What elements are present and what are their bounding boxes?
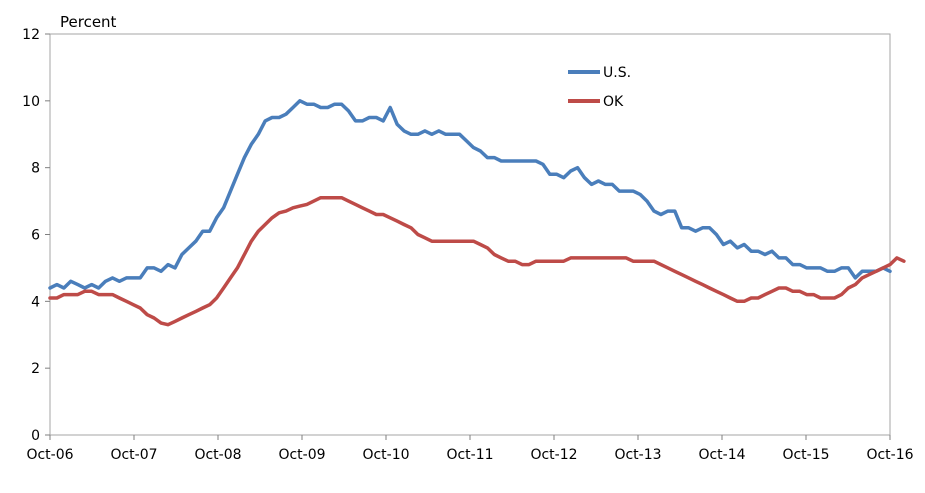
x-tick-label: Oct-15 [782, 447, 829, 463]
series-line-ok [48, 195, 906, 327]
x-tick-label: Oct-06 [26, 447, 73, 463]
y-axis-unit-label: Percent [60, 13, 117, 31]
x-tick-label: Oct-10 [362, 447, 409, 463]
x-tick-label: Oct-09 [278, 447, 325, 463]
y-tick-label: 2 [31, 361, 40, 377]
legend: U.S. OK [568, 65, 631, 110]
series-line-u-s [48, 99, 892, 290]
x-tick-label: Oct-16 [866, 447, 913, 463]
x-tick-label: Oct-14 [698, 447, 745, 463]
x-tick-label: Oct-07 [110, 447, 157, 463]
x-tick-label: Oct-12 [530, 447, 577, 463]
y-tick-label: 12 [22, 27, 40, 43]
y-tick-label: 10 [22, 94, 40, 110]
legend-label-ok: OK [603, 94, 624, 110]
y-tick-label: 0 [31, 428, 40, 444]
legend-label-u-s: U.S. [603, 65, 631, 81]
series-lines [48, 99, 906, 327]
y-tick-label: 6 [31, 228, 40, 244]
y-tick-label: 8 [31, 161, 40, 177]
x-axis: Oct-06 Oct-07 Oct-08 Oct-09 Oct-10 Oct-11 Oct-… [26, 435, 914, 463]
plot-area-border [49, 33, 891, 436]
x-tick-label: Oct-13 [614, 447, 661, 463]
y-axis: 0 2 4 6 8 10 12 [22, 27, 50, 444]
x-tick-label: Oct-08 [194, 447, 241, 463]
y-tick-label: 4 [31, 294, 40, 310]
x-tick-label: Oct-11 [446, 447, 493, 463]
